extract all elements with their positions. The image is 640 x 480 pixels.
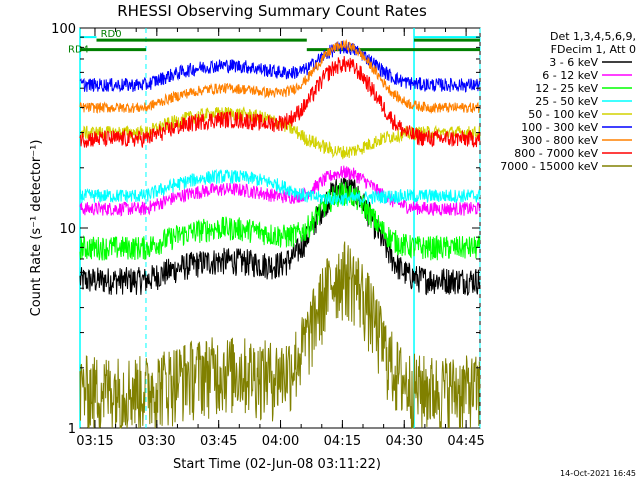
- legend-label: 800 - 7000 keV: [514, 147, 598, 160]
- series-line-5: [79, 40, 481, 93]
- y-tick-label: 1: [68, 422, 76, 437]
- series-lines: [79, 38, 481, 430]
- legend-header-line: Det 1,3,4,5,6,9,: [550, 30, 636, 43]
- x-tick-label: 03:15: [76, 434, 113, 449]
- legend-label: 300 - 800 keV: [521, 134, 598, 147]
- footer-date: 14-Oct-2021 16:45: [560, 469, 636, 478]
- y-tick-label: 100: [51, 22, 76, 37]
- legend-label: 25 - 50 keV: [535, 95, 598, 108]
- x-tick-label: 04:45: [447, 434, 484, 449]
- x-axis-title: Start Time (02-Jun-08 03:11:22): [173, 457, 381, 472]
- chart-title: RHESSI Observing Summary Count Rates: [117, 2, 427, 20]
- y-axis-title: Count Rate (s⁻¹ detector⁻¹): [29, 140, 44, 317]
- legend-label: 12 - 25 keV: [535, 82, 598, 95]
- x-tick-label: 04:00: [262, 434, 299, 449]
- series-line-0: [79, 176, 481, 296]
- x-tick-label: 03:45: [200, 434, 237, 449]
- legend-label: 100 - 300 keV: [521, 121, 598, 134]
- rd0-marker-label: RD0: [101, 29, 122, 40]
- axes: 1 10 100 03:15 03:30 03:45 04:00 04:15 04:30 04:4…: [51, 22, 485, 449]
- series-line-2: [79, 181, 481, 261]
- series-line-8: [79, 241, 481, 430]
- legend-header-line: FDecim 1, Att 0: [551, 43, 636, 56]
- y-tick-label: 10: [59, 222, 76, 237]
- rd4-marker-label: RD4: [68, 45, 89, 56]
- legend-label: 3 - 6 keV: [549, 56, 598, 69]
- series-line-7: [79, 56, 481, 148]
- x-tick-label: 04:30: [386, 434, 423, 449]
- legend-label: 6 - 12 keV: [542, 69, 598, 82]
- series-line-6: [79, 38, 480, 115]
- legend-label: 7000 - 15000 keV: [500, 160, 598, 173]
- legend-label: 50 - 100 keV: [528, 108, 598, 121]
- series-line-3: [79, 168, 481, 206]
- x-tick-label: 04:15: [324, 434, 361, 449]
- legend: Det 1,3,4,5,6,9,FDecim 1, Att 03 - 6 keV…: [500, 30, 636, 173]
- x-tick-label: 03:30: [138, 434, 175, 449]
